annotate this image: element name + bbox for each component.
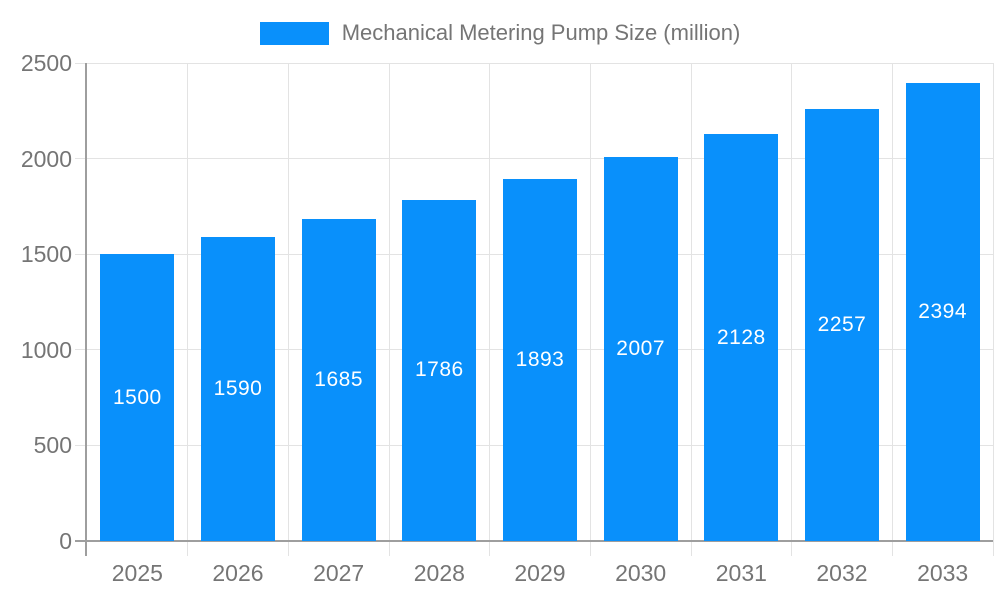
x-axis-tick-label: 2031	[715, 560, 767, 586]
gridline-v	[287, 63, 289, 556]
bar-value-label: 1685	[314, 367, 364, 391]
legend-label: Mechanical Metering Pump Size (million)	[341, 20, 741, 45]
bar-value-label: 1786	[414, 358, 464, 382]
x-axis-tick-label: 2033	[917, 560, 969, 586]
bar[interactable]: 2007	[603, 157, 678, 541]
gridline-v	[388, 63, 390, 556]
y-axis-tick-label: 0	[59, 528, 72, 554]
x-axis-line	[75, 540, 993, 542]
y-axis-tick-label: 2000	[20, 145, 72, 172]
y-axis-tick-label: 2500	[20, 50, 72, 76]
y-axis-line	[85, 63, 87, 556]
bar[interactable]: 1786	[402, 199, 477, 541]
x-axis-tick-label: 2029	[514, 560, 566, 586]
y-axis-tick-label: 1500	[20, 241, 72, 268]
bar-value-label: 1590	[213, 376, 263, 400]
bar-value-label: 2394	[918, 300, 968, 324]
legend-swatch[interactable]	[259, 21, 329, 45]
x-axis-tick-label: 2032	[816, 560, 868, 586]
legend[interactable]: Mechanical Metering Pump Size (million)	[0, 20, 1000, 46]
gridline-v	[489, 63, 491, 556]
bar[interactable]: 1590	[201, 236, 275, 541]
bar-value-label: 2128	[716, 325, 766, 349]
bar-value-label: 2257	[817, 313, 867, 337]
gridline-v	[187, 63, 189, 556]
gridline-v	[690, 63, 692, 556]
x-axis-tick-label: 2026	[212, 560, 264, 586]
bar[interactable]: 2257	[805, 109, 879, 541]
gridline-v	[589, 63, 591, 556]
y-axis-tick-label: 1000	[20, 336, 72, 363]
bar-value-label: 1893	[515, 348, 565, 372]
y-axis-tick-label: 500	[33, 432, 72, 459]
gridline-v	[791, 63, 793, 556]
x-axis-tick-label: 2025	[111, 560, 163, 586]
gridline-v	[992, 63, 994, 556]
gridline-h	[75, 62, 993, 64]
bar[interactable]: 1685	[301, 218, 376, 541]
bar-value-label: 2007	[616, 337, 666, 361]
bar[interactable]: 1500	[100, 254, 175, 541]
gridline-h	[75, 158, 993, 160]
bar[interactable]: 2394	[905, 83, 980, 541]
bar[interactable]: 1893	[503, 179, 577, 541]
x-axis-tick-label: 2030	[615, 560, 667, 586]
bar[interactable]: 2128	[704, 134, 779, 541]
bar-value-label: 1500	[112, 385, 162, 409]
x-axis-tick-label: 2028	[413, 560, 465, 586]
gridline-v	[891, 63, 893, 556]
x-axis-tick-label: 2027	[313, 560, 365, 586]
